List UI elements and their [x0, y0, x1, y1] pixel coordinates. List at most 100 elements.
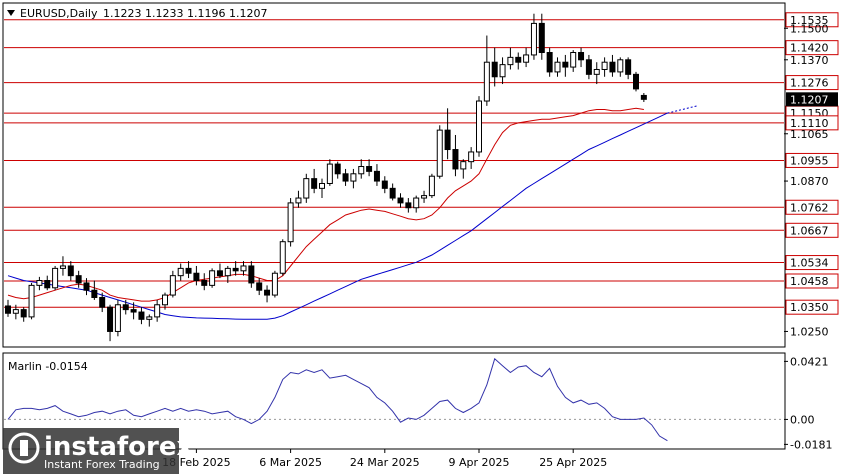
candle-5[interactable]: [44, 275, 51, 291]
candle-43[interactable]: [342, 168, 349, 186]
candle-65[interactable]: [515, 52, 522, 70]
candle-29[interactable]: [232, 261, 239, 276]
candle-70[interactable]: [554, 57, 561, 77]
candle-26[interactable]: [209, 268, 216, 288]
candle-0[interactable]: [5, 299, 11, 317]
candle-body: [20, 309, 27, 318]
candle-61[interactable]: [483, 35, 490, 106]
candle-22[interactable]: [177, 263, 184, 281]
level-tag-8: [785, 255, 839, 271]
candle-34[interactable]: [271, 270, 278, 298]
candle-46[interactable]: [366, 159, 373, 177]
candle-11[interactable]: [91, 280, 98, 300]
candle-37[interactable]: [295, 190, 302, 208]
candle-1[interactable]: [12, 304, 19, 320]
candle-67[interactable]: [530, 13, 537, 60]
candle-23[interactable]: [185, 261, 192, 279]
candle-60[interactable]: [476, 96, 482, 157]
candle-body: [303, 178, 310, 199]
candle-3[interactable]: [28, 282, 35, 320]
candle-71[interactable]: [562, 54, 569, 77]
candle-49[interactable]: [389, 183, 396, 201]
candle-6[interactable]: [52, 265, 59, 291]
candle-33[interactable]: [264, 285, 271, 303]
candle-73[interactable]: [578, 47, 585, 68]
candle-52[interactable]: [413, 195, 420, 213]
candle-47[interactable]: [373, 164, 380, 186]
candle-body: [52, 267, 59, 289]
candle-15[interactable]: [122, 299, 129, 315]
candle-36[interactable]: [287, 198, 294, 247]
candle-41[interactable]: [326, 159, 333, 186]
candle-54[interactable]: [428, 173, 435, 199]
candle-77[interactable]: [609, 54, 616, 77]
candle-body: [350, 173, 357, 182]
candle-30[interactable]: [240, 261, 247, 276]
candle-78[interactable]: [617, 57, 624, 77]
candle-4[interactable]: [36, 276, 43, 291]
candle-62[interactable]: [491, 47, 498, 87]
candle-44[interactable]: [350, 168, 357, 189]
indicator-tick-label-0: 0.0421: [790, 355, 829, 368]
candle-7[interactable]: [59, 256, 66, 276]
candle-28[interactable]: [224, 265, 231, 283]
candle-35[interactable]: [279, 239, 286, 276]
candle-body: [601, 61, 608, 70]
candle-38[interactable]: [303, 173, 310, 203]
candle-9[interactable]: [75, 270, 82, 288]
candle-body: [28, 284, 35, 318]
candle-48[interactable]: [381, 176, 388, 194]
candle-17[interactable]: [138, 307, 145, 325]
candle-body: [640, 94, 647, 100]
candle-21[interactable]: [169, 270, 176, 298]
candle-63[interactable]: [499, 57, 506, 85]
candle-64[interactable]: [507, 47, 514, 70]
candle-79[interactable]: [625, 57, 632, 80]
candle-81[interactable]: [640, 93, 647, 102]
candle-45[interactable]: [358, 159, 365, 179]
candle-13[interactable]: [107, 304, 114, 342]
candle-76[interactable]: [601, 57, 608, 77]
indicator-title: Marlin -0.0154: [8, 360, 88, 373]
candle-69[interactable]: [546, 47, 553, 77]
candle-50[interactable]: [397, 193, 404, 208]
candle-59[interactable]: [468, 147, 475, 169]
level-tag-9: [785, 273, 839, 289]
candle-74[interactable]: [585, 54, 592, 80]
candle-27[interactable]: [216, 263, 223, 279]
candle-42[interactable]: [334, 161, 341, 179]
candle-18[interactable]: [146, 314, 153, 327]
candle-80[interactable]: [633, 71, 639, 92]
candle-31[interactable]: [248, 261, 255, 288]
candle-19[interactable]: [154, 299, 161, 322]
level-label-7: 1.0667: [790, 224, 829, 237]
candle-55[interactable]: [436, 125, 443, 179]
candle-68[interactable]: [538, 13, 545, 60]
candle-24[interactable]: [193, 265, 200, 286]
candle-8[interactable]: [67, 261, 74, 281]
candle-12[interactable]: [99, 292, 106, 313]
y-tick-label-4: 1.0250: [790, 325, 829, 338]
candle-body: [311, 178, 318, 189]
candle-32[interactable]: [256, 278, 263, 296]
candle-72[interactable]: [570, 50, 577, 72]
candle-20[interactable]: [162, 292, 168, 310]
candle-14[interactable]: [114, 299, 121, 337]
candle-66[interactable]: [523, 47, 530, 68]
candle-10[interactable]: [83, 278, 90, 296]
candle-53[interactable]: [421, 190, 428, 203]
candle-25[interactable]: [201, 273, 208, 291]
symbol-dropdown-icon[interactable]: [7, 10, 15, 16]
candle-57[interactable]: [452, 134, 459, 177]
candle-16[interactable]: [130, 302, 137, 320]
candle-2[interactable]: [20, 307, 27, 322]
candle-39[interactable]: [311, 168, 318, 194]
watermark-brand: instaforex: [44, 432, 194, 462]
candle-56[interactable]: [444, 108, 451, 160]
candle-75[interactable]: [593, 62, 600, 85]
candle-51[interactable]: [405, 198, 412, 213]
candle-58[interactable]: [460, 159, 467, 179]
candle-40[interactable]: [319, 178, 325, 199]
